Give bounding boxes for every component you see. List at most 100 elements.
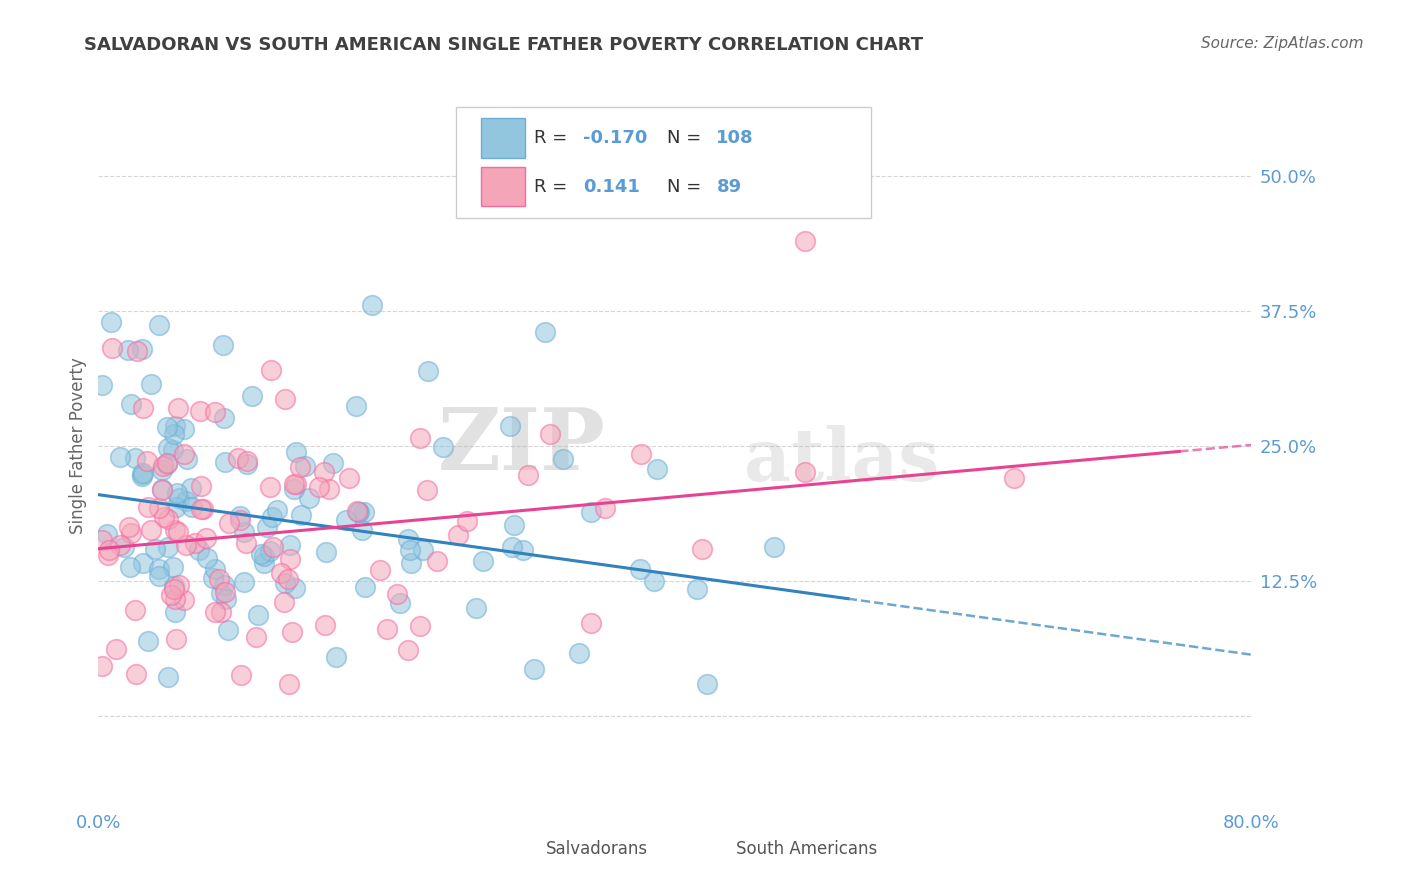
Point xyxy=(91,533,114,547)
Point xyxy=(112,540,135,554)
Point xyxy=(322,456,344,470)
Point xyxy=(312,465,335,479)
Point xyxy=(108,538,131,552)
Point xyxy=(131,468,153,483)
Point xyxy=(195,551,218,566)
Point xyxy=(156,442,179,456)
Point xyxy=(284,445,307,459)
Point xyxy=(100,341,122,355)
Point xyxy=(353,505,375,519)
Point xyxy=(139,523,162,537)
Point xyxy=(396,643,419,657)
FancyBboxPatch shape xyxy=(456,107,870,218)
Point xyxy=(389,596,412,610)
Point xyxy=(165,500,187,514)
Point xyxy=(153,509,176,524)
Point xyxy=(160,588,183,602)
Point xyxy=(131,467,153,482)
Point xyxy=(232,525,254,540)
Point xyxy=(118,560,141,574)
Point xyxy=(266,502,288,516)
Point xyxy=(167,401,190,415)
Point xyxy=(98,543,121,558)
Text: SALVADORAN VS SOUTH AMERICAN SINGLE FATHER POVERTY CORRELATION CHART: SALVADORAN VS SOUTH AMERICAN SINGLE FATH… xyxy=(84,36,924,54)
Point xyxy=(399,542,422,557)
Text: R =: R = xyxy=(534,129,574,147)
Point xyxy=(209,605,232,619)
Point xyxy=(212,338,235,352)
Text: Source: ZipAtlas.com: Source: ZipAtlas.com xyxy=(1201,36,1364,51)
Point xyxy=(645,461,668,475)
Text: -0.170: -0.170 xyxy=(582,129,647,147)
Text: N =: N = xyxy=(666,129,707,147)
Point xyxy=(214,454,236,468)
Point xyxy=(290,508,312,522)
Point xyxy=(214,585,236,599)
Point xyxy=(167,525,190,540)
Point xyxy=(188,542,211,557)
Point xyxy=(523,662,546,676)
Point xyxy=(399,556,422,570)
Point xyxy=(278,538,301,552)
Point xyxy=(165,632,187,646)
Point xyxy=(176,538,198,552)
Point xyxy=(162,442,184,457)
Point xyxy=(236,458,259,472)
Text: 0.141: 0.141 xyxy=(582,178,640,195)
Text: 89: 89 xyxy=(717,178,741,195)
Point xyxy=(568,646,591,660)
Point xyxy=(104,642,127,657)
Point xyxy=(259,544,281,558)
Point xyxy=(553,451,575,466)
Point xyxy=(308,479,330,493)
Point xyxy=(167,491,190,505)
Text: 108: 108 xyxy=(717,129,754,147)
Point xyxy=(150,483,173,497)
Point xyxy=(180,481,202,495)
Point xyxy=(315,545,337,559)
Point xyxy=(793,234,815,248)
Point xyxy=(318,482,340,496)
Point xyxy=(325,649,347,664)
Point xyxy=(193,502,215,516)
Point xyxy=(125,667,148,681)
Point xyxy=(368,563,391,577)
Point xyxy=(100,315,122,329)
Point xyxy=(346,506,368,520)
Point xyxy=(138,633,160,648)
Point xyxy=(344,399,367,413)
Point xyxy=(253,557,276,571)
Point xyxy=(245,630,267,644)
Point xyxy=(283,482,305,496)
Point xyxy=(162,559,184,574)
Point xyxy=(432,440,454,454)
Point xyxy=(472,554,495,568)
Point xyxy=(256,520,278,534)
Point xyxy=(408,619,430,633)
Point xyxy=(120,396,142,410)
Point xyxy=(232,574,254,589)
Point xyxy=(110,450,132,465)
Point xyxy=(131,466,153,480)
Point xyxy=(173,593,195,607)
Point xyxy=(163,579,186,593)
Point xyxy=(229,668,252,682)
Point xyxy=(690,542,713,557)
Point xyxy=(152,459,174,474)
Point xyxy=(183,536,205,550)
Point xyxy=(628,562,651,576)
Point xyxy=(352,523,374,537)
Point xyxy=(262,540,284,554)
Point xyxy=(148,500,170,515)
Point xyxy=(165,606,187,620)
Point xyxy=(349,505,371,519)
Point xyxy=(156,458,179,472)
Point xyxy=(502,518,524,533)
Point xyxy=(512,542,534,557)
Point xyxy=(229,508,252,523)
Point xyxy=(284,581,307,595)
Point xyxy=(214,591,236,606)
Point xyxy=(686,582,709,597)
Point xyxy=(696,677,718,691)
Point xyxy=(236,454,259,468)
